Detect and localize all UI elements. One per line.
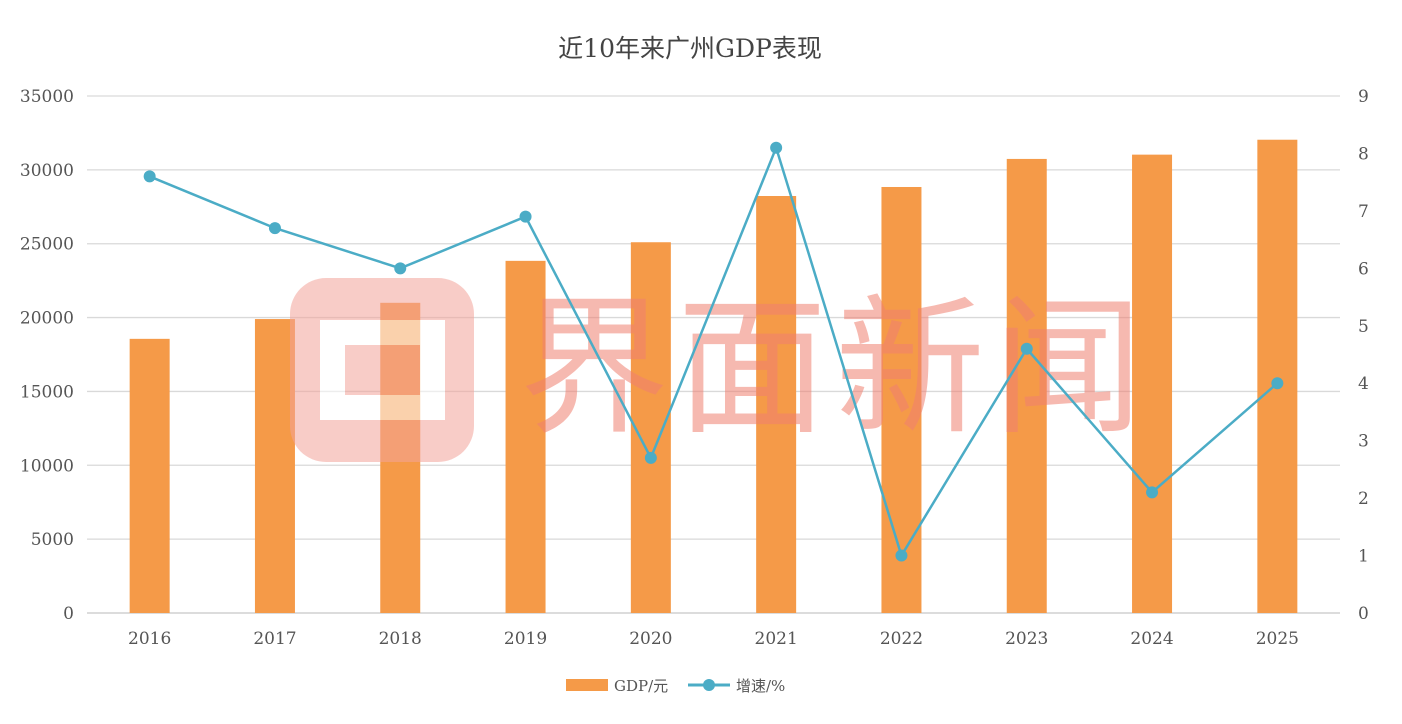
x-tick-label: 2025 [1256,629,1299,649]
watermark-logo-icon [290,278,474,462]
y-right-tick-label: 1 [1358,547,1369,567]
growth-point-2023 [1020,342,1033,355]
growth-point-2021 [770,141,783,154]
x-tick-label: 2021 [755,629,798,649]
x-tick-label: 2016 [128,629,171,649]
growth-point-2017 [268,222,281,235]
legend: GDP/元 增速/% [566,677,785,695]
x-tick-label: 2022 [880,629,923,649]
y-left-tick-label: 15000 [20,382,74,402]
y-right-tick-label: 4 [1358,374,1369,394]
y-right-tick-label: 7 [1358,202,1369,222]
x-tick-label: 2018 [379,629,422,649]
watermark-logo-glyph [320,320,445,420]
bar-2023 [1006,158,1047,614]
x-tick-label: 2019 [504,629,547,649]
x-tick-label: 2017 [253,629,296,649]
growth-line-path [149,143,1279,559]
legend-label-gdp: GDP/元 [614,677,668,695]
bar-2019 [505,260,546,613]
growth-point-2020 [644,451,657,464]
x-tick-label: 2024 [1130,629,1173,649]
y-left-tick-label: 25000 [20,235,74,255]
y-right-tick-label: 8 [1358,144,1369,164]
y-left-tick-label: 30000 [20,161,74,181]
y-right-tick-label: 0 [1358,604,1369,624]
watermark-logo: 界面新闻 [290,278,1151,462]
growth-point-2022 [895,549,908,562]
growth-point-2024 [1146,486,1159,499]
growth-point-2019 [519,210,532,223]
x-tick-label: 2020 [629,629,672,649]
y-right-tick-label: 9 [1358,87,1369,107]
chart-title: 近10年来广州GDP表现 [558,34,822,63]
y-left-tick-label: 35000 [20,87,74,107]
y-left-tick-label: 0 [63,604,74,624]
y-right-tick-label: 2 [1358,489,1369,509]
axes: 0 5000 10000 15000 20000 25000 30000 35000 0 1 2 3 4… [20,87,1369,649]
legend-swatch-gdp [566,679,608,691]
bar-2017 [254,319,295,613]
growth-point-2018 [394,262,407,275]
x-tick-label: 2023 [1005,629,1048,649]
y-left-tick-label: 20000 [20,309,74,329]
bar-2024 [1132,154,1173,613]
legend-marker-growth [703,679,715,691]
y-left-tick-label: 10000 [20,456,74,476]
growth-line [143,141,1284,562]
y-right-tick-label: 5 [1358,317,1369,337]
bar-2021 [756,196,797,614]
legend-label-growth: 增速/% [736,677,785,695]
bar-2022 [881,186,922,613]
growth-point-2025 [1271,377,1284,390]
y-left-tick-label: 5000 [31,530,74,550]
bar-2016 [129,338,170,613]
growth-point-2016 [143,170,156,183]
bars [129,139,1298,614]
watermark-text: 界面新闻 [519,282,1151,456]
y-right-tick-label: 6 [1358,259,1369,279]
y-right-tick-label: 3 [1358,432,1369,452]
bar-2025 [1257,139,1298,613]
